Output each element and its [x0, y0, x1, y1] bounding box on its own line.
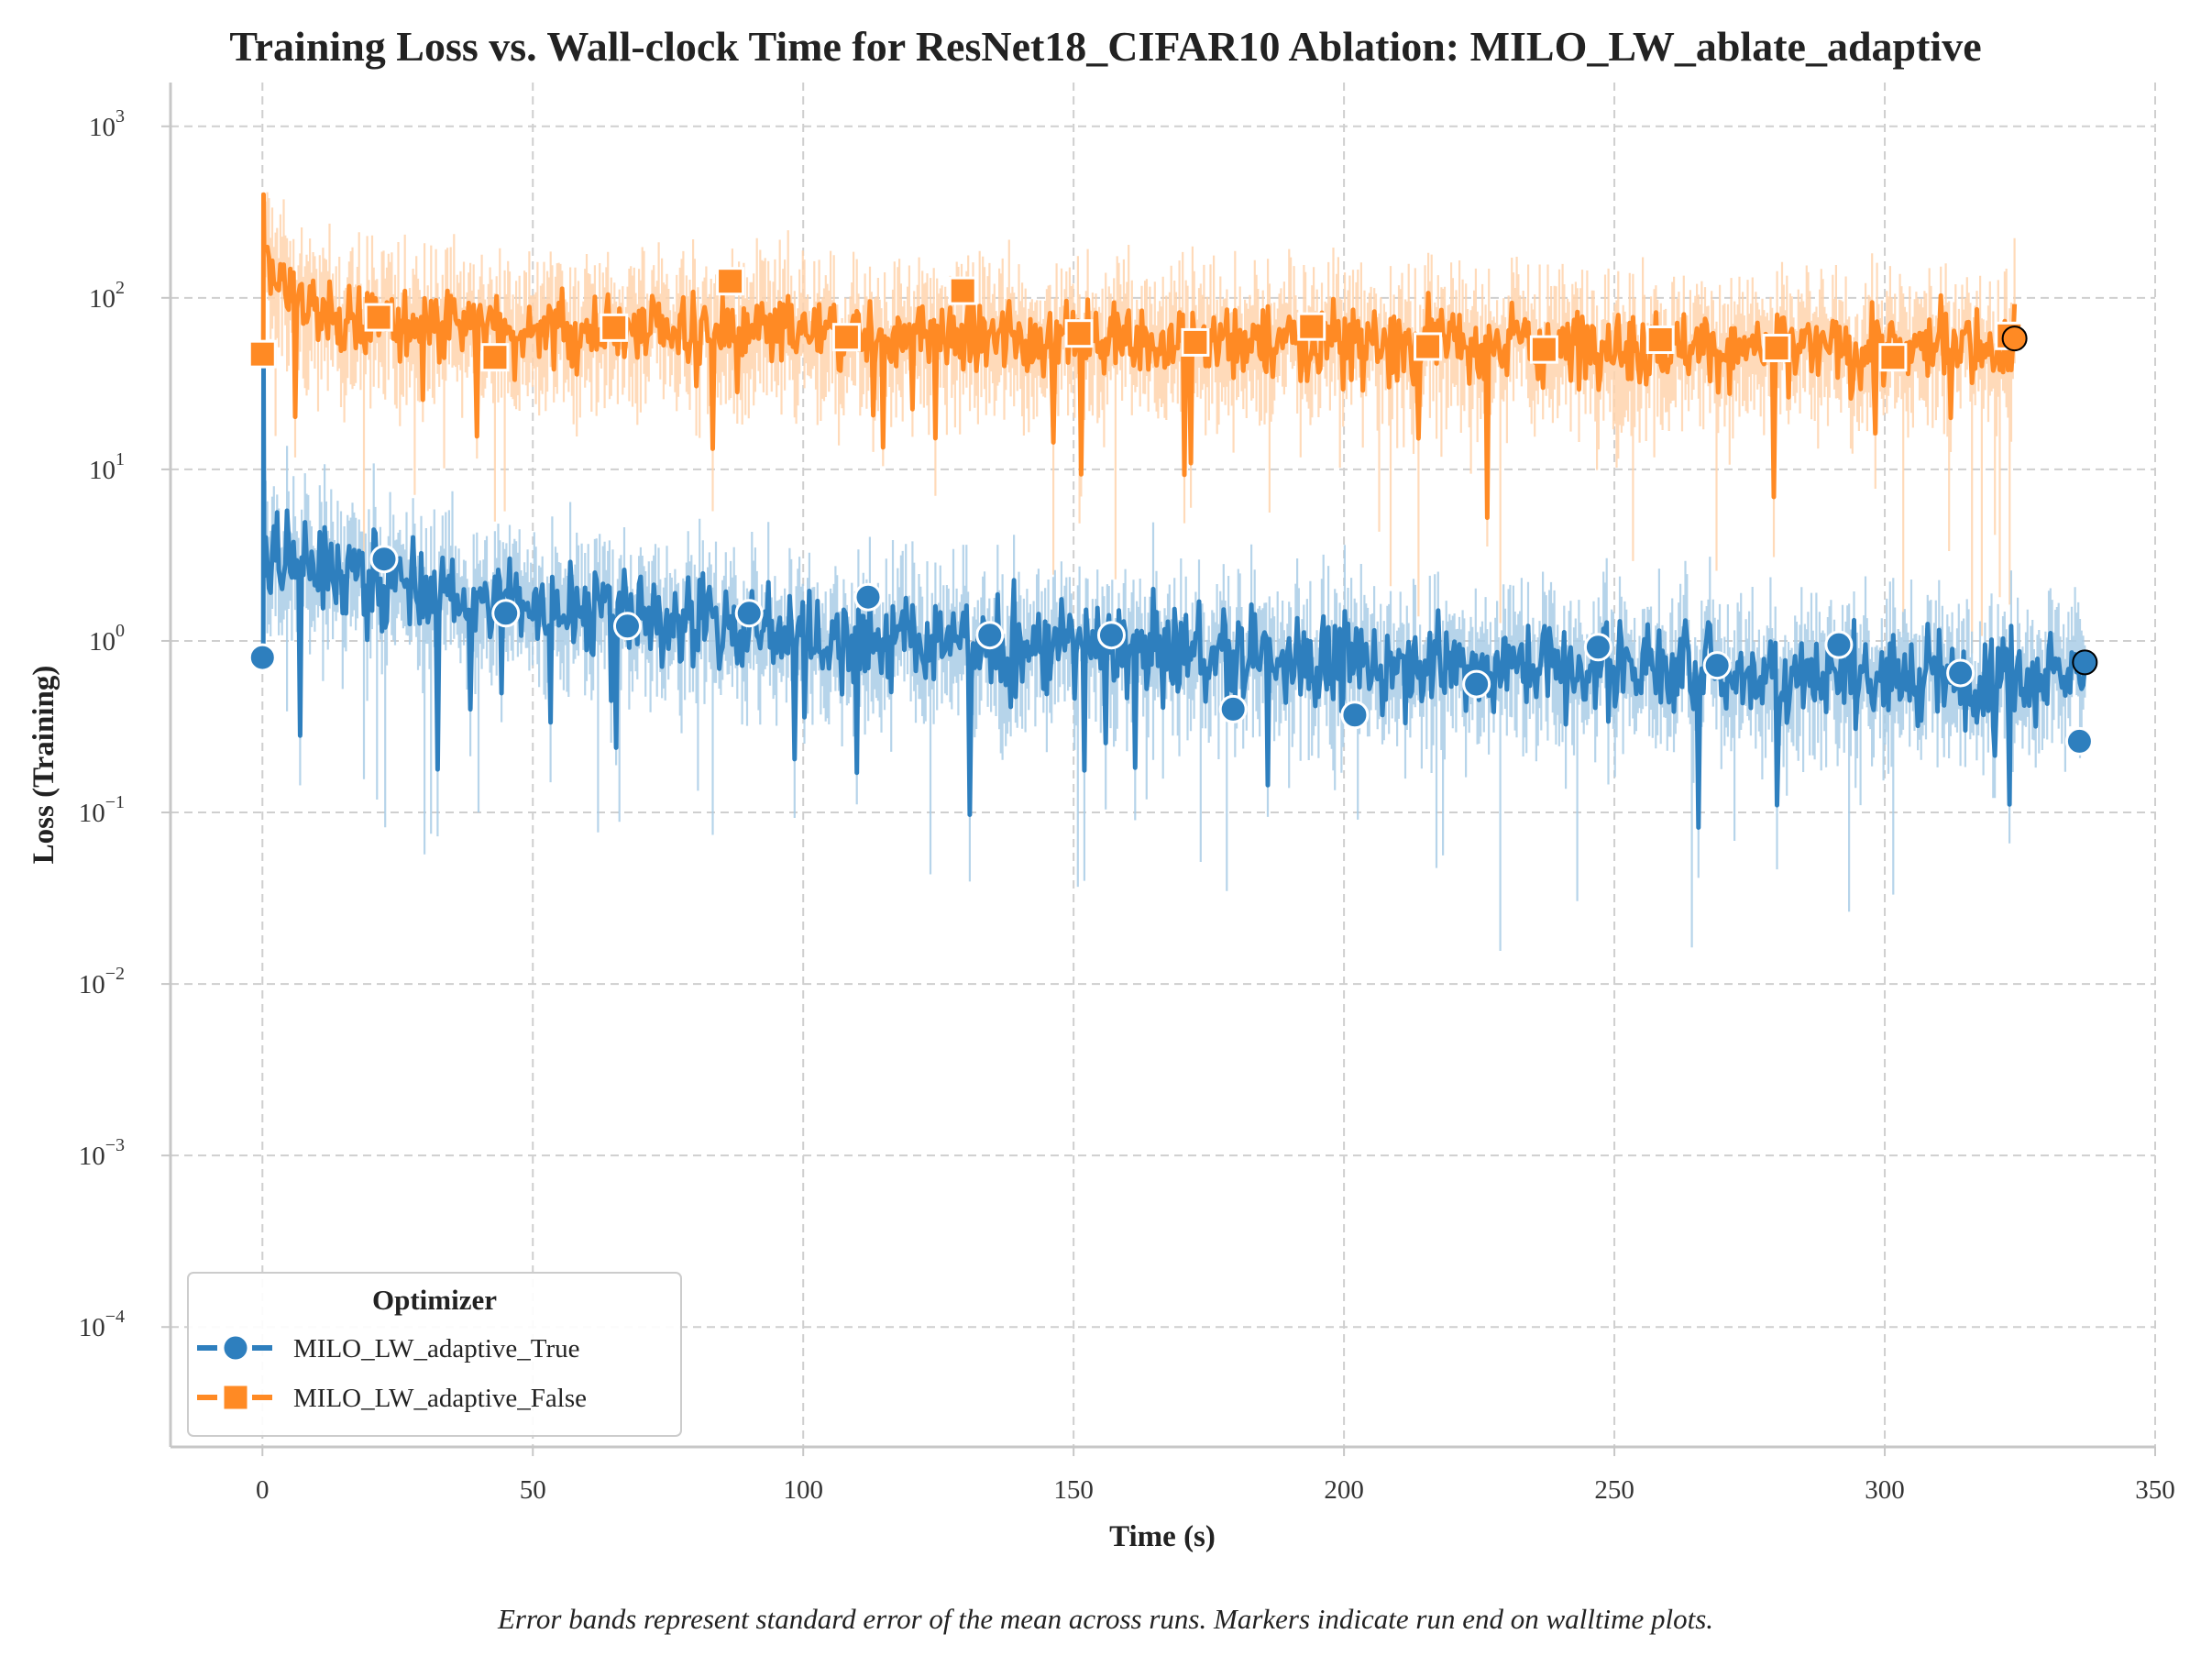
data-point-marker	[600, 313, 629, 342]
footnote: Error bands represent standard error of …	[497, 1603, 1713, 1635]
y-tick-label: 101	[89, 449, 125, 485]
data-point-marker	[491, 599, 521, 628]
legend-label-false: MILO_LW_adaptive_False	[293, 1384, 587, 1413]
x-tick-label: 300	[1865, 1475, 1905, 1505]
series-line	[260, 192, 2018, 521]
x-tick-label: 100	[783, 1475, 823, 1505]
data-point-marker	[716, 267, 745, 296]
data-point-marker	[1181, 327, 1210, 357]
data-point-marker	[1340, 701, 1370, 730]
run-end-marker	[2001, 326, 2028, 352]
data-point-marker	[734, 599, 764, 628]
data-point-marker	[975, 621, 1005, 650]
series-line	[260, 363, 2087, 830]
data-point-marker	[248, 643, 277, 672]
y-tick-label: 103	[89, 106, 125, 142]
x-axis-label: Time (s)	[1109, 1520, 1216, 1553]
x-tick-label: 350	[2135, 1475, 2175, 1505]
legend-entry-false: MILO_LW_adaptive_False	[197, 1384, 587, 1413]
legend-title: Optimizer	[372, 1284, 497, 1316]
x-tick-label: 50	[520, 1475, 546, 1505]
data-point-marker	[612, 612, 642, 641]
legend-square-marker	[224, 1386, 248, 1409]
data-point-marker	[853, 582, 883, 612]
data-point-marker	[2064, 726, 2094, 756]
data-point-marker	[1096, 621, 1126, 650]
plot-area	[248, 192, 2098, 951]
y-tick-label: 102	[89, 278, 125, 314]
data-point-marker	[369, 545, 399, 574]
data-point-marker	[1878, 343, 1908, 372]
y-tick-label: 100	[89, 621, 125, 657]
data-point-marker	[1645, 325, 1675, 354]
data-point-marker	[248, 339, 277, 369]
y-tick-label: 10−4	[79, 1307, 125, 1342]
data-point-marker	[1064, 319, 1094, 348]
x-ticks: 0 50 100 150 200 250 300 350	[256, 1447, 2175, 1505]
data-point-marker	[1583, 633, 1612, 662]
data-point-marker	[1762, 334, 1791, 363]
legend-box	[187, 1272, 682, 1437]
legend-entry-true: MILO_LW_adaptive_True	[197, 1334, 580, 1363]
error-band	[263, 446, 2086, 951]
run-end-marker	[2072, 649, 2098, 676]
x-tick-label: 150	[1053, 1475, 1094, 1505]
data-point-marker	[948, 276, 977, 305]
data-point-marker	[480, 343, 510, 372]
y-tick-label: 10−3	[79, 1135, 125, 1171]
x-tick-label: 250	[1594, 1475, 1634, 1505]
y-tick-label: 10−2	[79, 964, 125, 999]
data-point-marker	[1414, 332, 1443, 361]
x-tick-label: 200	[1324, 1475, 1364, 1505]
x-tick-label: 0	[256, 1475, 270, 1505]
data-point-marker	[1529, 335, 1558, 364]
data-point-marker	[1824, 630, 1854, 659]
chart-title: Training Loss vs. Wall-clock Time for Re…	[229, 23, 1981, 70]
legend: Optimizer MILO_LW_adaptive_True MILO_LW_…	[187, 1272, 682, 1437]
data-point-marker	[1218, 694, 1248, 723]
legend-circle-marker	[224, 1336, 248, 1360]
data-point-marker	[1462, 669, 1491, 699]
data-point-marker	[1297, 312, 1326, 341]
data-point-marker	[831, 323, 861, 352]
y-ticks: 10−4 10−3 10−2 10−1 100 101 102 103	[79, 106, 171, 1342]
y-tick-label: 10−1	[79, 792, 125, 828]
legend-label-true: MILO_LW_adaptive_True	[293, 1334, 580, 1363]
y-axis-label: Loss (Training)	[28, 666, 61, 865]
data-point-marker	[1946, 658, 1975, 688]
data-point-marker	[364, 303, 393, 332]
data-point-marker	[1702, 651, 1732, 680]
